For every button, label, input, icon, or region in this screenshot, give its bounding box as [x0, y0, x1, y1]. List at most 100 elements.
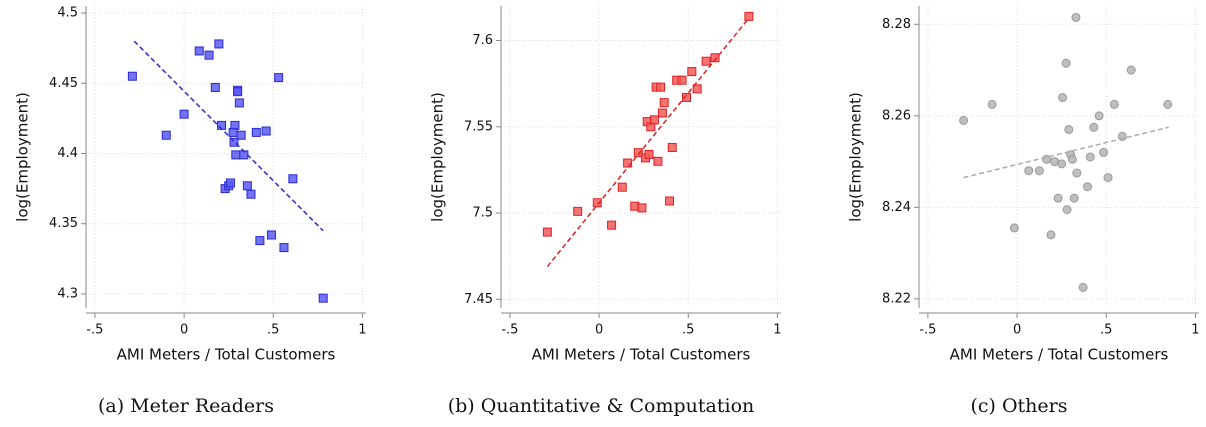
point: [607, 220, 617, 230]
point: [1089, 122, 1099, 132]
x-axis-title: AMI Meters / Total Customers: [950, 346, 1169, 364]
point: [161, 130, 171, 140]
x-tick-label: 0: [595, 323, 603, 338]
point: [279, 243, 289, 253]
point: [1046, 230, 1056, 240]
point: [573, 206, 583, 216]
point: [665, 196, 675, 206]
y-tick-label: 7.45: [464, 292, 493, 307]
point: [242, 181, 252, 191]
point: [710, 53, 720, 63]
x-tick-label: 1: [358, 323, 366, 338]
point: [637, 203, 647, 213]
y-axis-title: log(Employment): [429, 92, 447, 222]
point: [204, 50, 214, 60]
point: [1083, 182, 1093, 192]
point: [179, 109, 189, 119]
y-tick-label: 8.28: [882, 17, 911, 32]
y-tick-label: 4.3: [57, 286, 78, 301]
y-axis-title: log(Employment): [847, 92, 865, 222]
point: [687, 67, 697, 77]
point: [1103, 173, 1113, 183]
x-tick-label: 0: [1013, 323, 1021, 338]
point: [225, 178, 235, 188]
point: [251, 127, 261, 137]
y-tick-label: 8.24: [882, 200, 911, 215]
x-axis-title: AMI Meters / Total Customers: [532, 346, 751, 364]
x-tick-label: -.5: [86, 323, 103, 338]
point: [1058, 93, 1068, 103]
y-tick-label: 7.55: [464, 119, 493, 134]
point: [1053, 193, 1063, 203]
point: [677, 75, 687, 85]
x-tick-label: 0: [180, 323, 188, 338]
x-tick-label: 1: [1191, 323, 1199, 338]
x-tick-label: .5: [1100, 323, 1112, 338]
y-tick-label: 4.5: [57, 6, 78, 21]
y-tick-label: 4.35: [49, 216, 78, 231]
point: [255, 236, 265, 246]
point: [288, 174, 298, 184]
y-tick-label: 4.4: [57, 146, 78, 161]
point: [214, 39, 224, 49]
point: [959, 115, 969, 125]
point: [653, 156, 663, 166]
caption: (c) Others: [970, 395, 1067, 417]
point: [659, 98, 669, 108]
fit-line: [133, 40, 324, 232]
point: [1009, 223, 1019, 233]
point: [236, 130, 246, 140]
caption: (b) Quantitative & Computation: [448, 395, 755, 417]
point: [617, 182, 627, 192]
point: [1099, 147, 1109, 157]
x-tick-label: .5: [682, 323, 694, 338]
point: [1064, 125, 1074, 135]
point: [234, 98, 244, 108]
point: [1163, 99, 1173, 109]
point: [261, 126, 271, 136]
point: [542, 227, 552, 237]
point: [228, 127, 238, 137]
point: [656, 82, 666, 92]
point: [127, 71, 137, 81]
y-tick-label: 7.5: [472, 206, 493, 221]
x-tick-label: -.5: [919, 323, 936, 338]
point: [744, 11, 754, 21]
y-axis-title: log(Employment): [14, 92, 32, 222]
y-tick-label: 4.45: [49, 76, 78, 91]
point: [318, 293, 328, 303]
point: [987, 99, 997, 109]
point: [1109, 99, 1119, 109]
point: [266, 230, 276, 240]
point: [1057, 159, 1067, 169]
point: [274, 73, 284, 83]
point: [1061, 58, 1071, 68]
x-tick-label: .5: [267, 323, 279, 338]
point: [649, 115, 659, 125]
point: [1034, 166, 1044, 176]
caption: (a) Meter Readers: [98, 395, 274, 417]
point: [194, 46, 204, 56]
point: [633, 148, 643, 158]
point: [210, 82, 220, 92]
fit-line: [546, 17, 750, 268]
point: [657, 108, 667, 118]
point: [623, 158, 633, 168]
x-axis-title: AMI Meters / Total Customers: [117, 346, 336, 364]
point: [229, 137, 239, 147]
point: [1094, 111, 1104, 121]
point: [1069, 193, 1079, 203]
point: [233, 87, 243, 97]
point: [246, 189, 256, 199]
y-tick-label: 7.6: [472, 33, 493, 48]
point: [681, 92, 691, 102]
x-tick-label: -.5: [501, 323, 518, 338]
point: [1062, 205, 1072, 215]
point: [1067, 154, 1077, 164]
point: [231, 150, 241, 160]
point: [1071, 12, 1081, 22]
point: [1072, 168, 1082, 178]
y-tick-label: 8.26: [882, 108, 911, 123]
point: [644, 149, 654, 159]
